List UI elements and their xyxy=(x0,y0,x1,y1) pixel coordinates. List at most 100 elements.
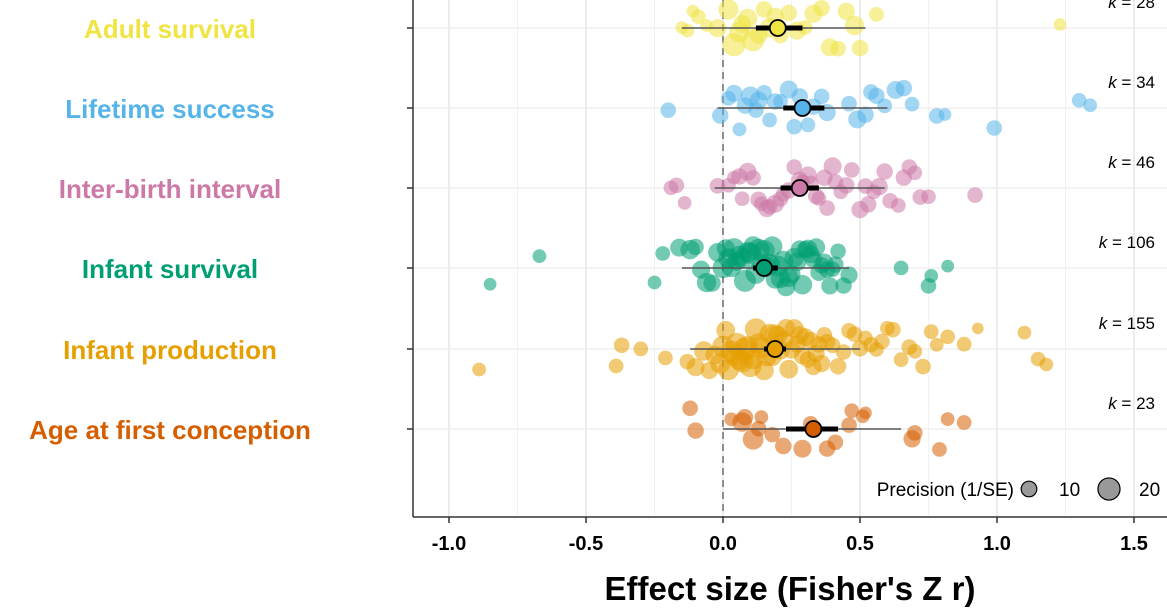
data-point xyxy=(921,189,936,205)
data-point xyxy=(792,275,813,295)
data-point xyxy=(754,410,769,424)
data-point xyxy=(745,170,761,186)
data-point xyxy=(483,277,497,291)
data-point xyxy=(956,336,972,352)
data-point xyxy=(800,117,816,133)
x-tick-label: 0.0 xyxy=(709,533,737,555)
data-point xyxy=(967,187,983,203)
data-point xyxy=(821,277,839,295)
data-point xyxy=(940,412,955,427)
data-point xyxy=(932,442,947,457)
k-label-value: = 46 xyxy=(1117,153,1155,172)
data-point xyxy=(736,408,754,426)
data-point xyxy=(690,9,706,25)
data-point xyxy=(857,106,874,123)
data-point xyxy=(869,6,884,22)
data-point xyxy=(885,321,901,338)
data-point xyxy=(972,322,984,335)
data-point xyxy=(1071,92,1087,108)
data-point xyxy=(762,236,783,257)
data-point xyxy=(924,268,939,283)
data-point xyxy=(680,23,695,38)
data-point xyxy=(658,350,673,366)
data-point xyxy=(1053,18,1067,31)
data-point xyxy=(780,4,797,22)
pooled-estimate-point xyxy=(804,420,823,438)
data-point xyxy=(813,0,830,17)
legend-size-label: 20 xyxy=(1139,480,1160,501)
data-point xyxy=(703,274,721,292)
data-point xyxy=(907,343,923,359)
k-label: k = 106 xyxy=(1099,233,1155,252)
data-point xyxy=(843,162,860,178)
data-point xyxy=(893,352,909,367)
data-point xyxy=(923,324,939,339)
k-label: k = 46 xyxy=(1108,153,1155,172)
data-point xyxy=(941,259,955,273)
k-label-value: = 28 xyxy=(1117,0,1155,12)
legend-size-label: 10 xyxy=(1059,480,1080,501)
k-label-value: = 106 xyxy=(1107,233,1155,252)
pooled-estimate-point xyxy=(766,340,784,358)
k-label-italic: k xyxy=(1099,233,1109,252)
data-point xyxy=(677,196,692,210)
data-point xyxy=(773,94,788,109)
data-point xyxy=(732,122,747,137)
data-point xyxy=(893,260,909,276)
data-point xyxy=(687,422,704,439)
data-point xyxy=(647,275,662,290)
k-label-italic: k xyxy=(1108,73,1118,92)
data-point xyxy=(1017,325,1032,340)
data-point xyxy=(915,358,931,375)
data-point xyxy=(786,159,803,175)
k-label-value: = 155 xyxy=(1107,314,1155,333)
data-point xyxy=(793,439,812,458)
data-point xyxy=(859,406,872,420)
data-point xyxy=(876,163,893,180)
pooled-estimates xyxy=(681,19,902,438)
data-point xyxy=(830,40,846,57)
data-point xyxy=(668,177,685,194)
data-point xyxy=(718,0,739,20)
data-point xyxy=(764,426,781,443)
data-point xyxy=(956,415,972,430)
k-label: k = 28 xyxy=(1108,0,1155,12)
k-label: k = 155 xyxy=(1099,314,1155,333)
k-label-italic: k xyxy=(1108,153,1118,172)
x-tick-label: -0.5 xyxy=(569,533,603,555)
pooled-estimate-point xyxy=(793,99,812,117)
data-point xyxy=(687,238,704,256)
legend-title: Precision (1/SE) xyxy=(877,480,1014,501)
precision-legend: Precision (1/SE) 10 20 xyxy=(877,477,1160,501)
x-tick-label: -1.0 xyxy=(432,533,466,555)
x-tick-label: 1.0 xyxy=(983,533,1011,555)
k-label-italic: k xyxy=(1108,0,1118,12)
data-point xyxy=(472,362,487,377)
x-tick-label: 0.5 xyxy=(846,533,874,555)
data-point xyxy=(786,118,803,135)
category-label: Inter-birth interval xyxy=(59,174,281,204)
category-label: Lifetime success xyxy=(65,94,275,124)
x-tick-label: 1.5 xyxy=(1120,533,1148,555)
data-point xyxy=(1083,98,1098,113)
data-point xyxy=(655,246,671,261)
data-point xyxy=(938,108,952,121)
data-point xyxy=(613,337,630,354)
data-point xyxy=(870,178,888,196)
data-point xyxy=(682,400,698,417)
data-point xyxy=(762,112,777,128)
data-point xyxy=(827,256,844,273)
data-point xyxy=(844,15,865,36)
data-point xyxy=(827,434,844,451)
x-axis-title: Effect size (Fisher's Z r) xyxy=(605,570,976,607)
data-point xyxy=(829,358,847,375)
data-point xyxy=(837,2,855,20)
data-point xyxy=(830,243,846,260)
data-point xyxy=(841,95,857,112)
pooled-estimate-point xyxy=(755,259,773,277)
data-point xyxy=(686,358,705,377)
data-point xyxy=(929,337,944,352)
legend-size-key xyxy=(1020,480,1038,498)
